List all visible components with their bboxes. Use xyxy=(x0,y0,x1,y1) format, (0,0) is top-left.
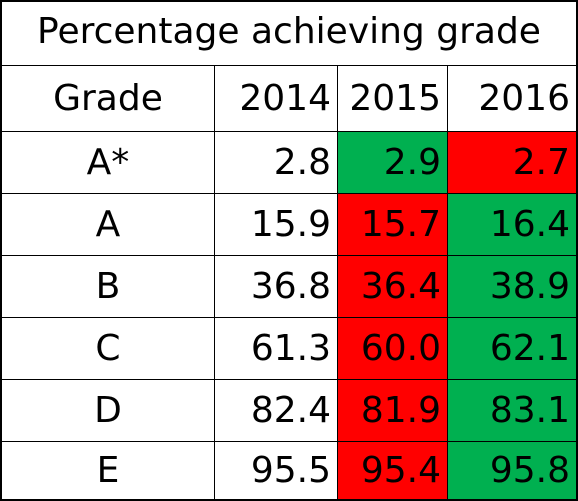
column-header-2016: 2016 xyxy=(448,66,576,132)
table-title: Percentage achieving grade xyxy=(2,2,576,66)
column-header-grade: Grade xyxy=(2,66,215,132)
cell-a-star-2015: 2.9 xyxy=(338,132,448,194)
cell-b-2015: 36.4 xyxy=(338,256,448,318)
cell-e-2014: 95.5 xyxy=(215,442,338,499)
cell-a-2014: 15.9 xyxy=(215,194,338,256)
cell-d-2016: 83.1 xyxy=(448,380,576,442)
cell-b-2016: 38.9 xyxy=(448,256,576,318)
row-grade-a: A xyxy=(2,194,215,256)
row-grade-c: C xyxy=(2,318,215,380)
row-grade-b: B xyxy=(2,256,215,318)
cell-c-2014: 61.3 xyxy=(215,318,338,380)
column-header-2014: 2014 xyxy=(215,66,338,132)
cell-a-star-2014: 2.8 xyxy=(215,132,338,194)
row-grade-d: D xyxy=(2,380,215,442)
cell-a-2016: 16.4 xyxy=(448,194,576,256)
cell-c-2015: 60.0 xyxy=(338,318,448,380)
cell-d-2015: 81.9 xyxy=(338,380,448,442)
cell-a-2015: 15.7 xyxy=(338,194,448,256)
row-grade-a-star: A* xyxy=(2,132,215,194)
cell-d-2014: 82.4 xyxy=(215,380,338,442)
column-header-2015: 2015 xyxy=(338,66,448,132)
cell-e-2015: 95.4 xyxy=(338,442,448,499)
cell-c-2016: 62.1 xyxy=(448,318,576,380)
cell-e-2016: 95.8 xyxy=(448,442,576,499)
row-grade-e: E xyxy=(2,442,215,499)
cell-b-2014: 36.8 xyxy=(215,256,338,318)
cell-a-star-2016: 2.7 xyxy=(448,132,576,194)
